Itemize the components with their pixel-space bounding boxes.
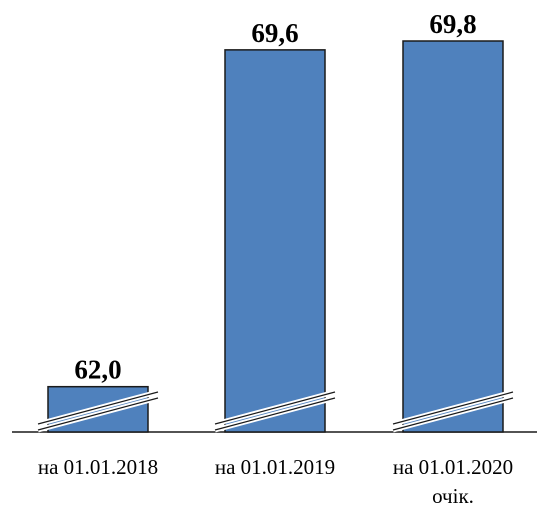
- bars-group: [47, 40, 504, 433]
- axis-break-line: [392, 391, 514, 425]
- data-label: 69,8: [429, 9, 476, 39]
- axis-break-line: [392, 397, 514, 431]
- category-label: на 01.01.2019: [215, 455, 335, 479]
- axis-break-marks: [37, 389, 514, 433]
- axis-break-line: [37, 391, 159, 425]
- category-labels: на 01.01.2018 на 01.01.2019 на 01.01.2020 о…: [38, 455, 513, 508]
- bar: [402, 40, 504, 433]
- axis-break-line: [214, 391, 336, 425]
- data-label: 69,6: [251, 18, 298, 48]
- category-label: на 01.01.2018: [38, 455, 158, 479]
- bar: [224, 49, 326, 433]
- axis-break-line: [214, 397, 336, 431]
- category-label: на 01.01.2020 очік.: [393, 455, 513, 508]
- value-labels: 62,0 69,6 69,8: [74, 9, 476, 385]
- data-label: 62,0: [74, 355, 121, 385]
- axis-break-line: [37, 397, 159, 431]
